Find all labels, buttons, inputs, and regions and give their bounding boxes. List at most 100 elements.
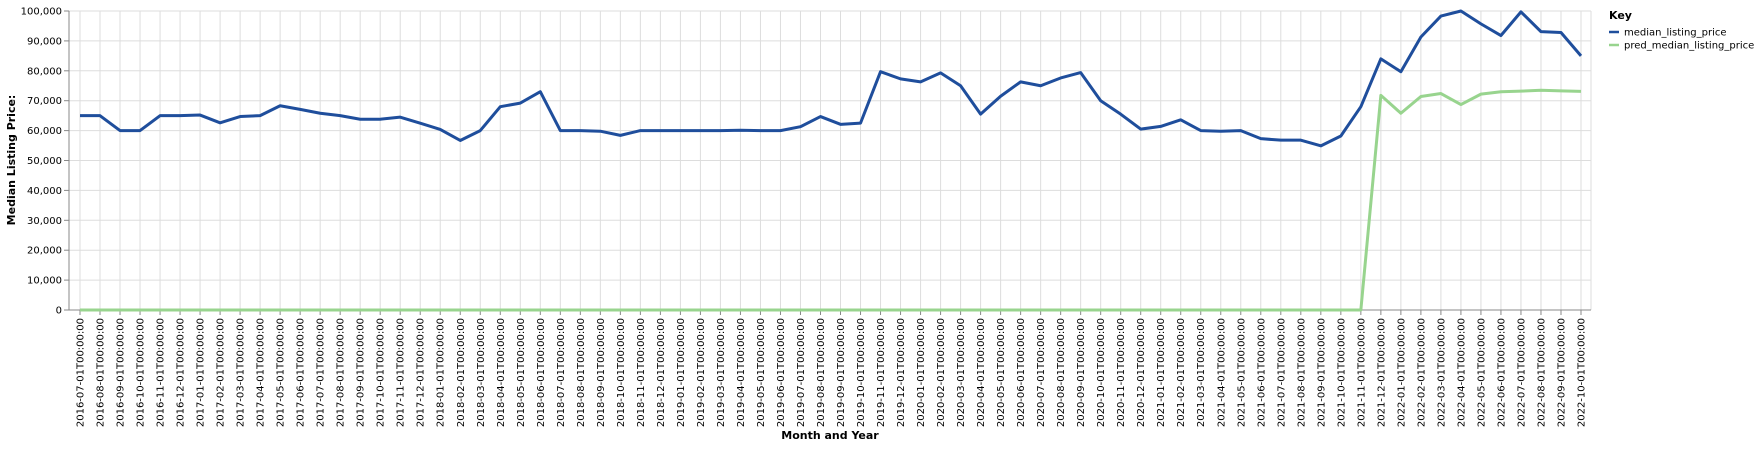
x-tick-label: 2016-09-01T00:00:00 <box>116 318 127 427</box>
y-axis-title: Median Listing Price: <box>5 95 18 226</box>
y-tick-label: 20,000 <box>27 246 62 257</box>
x-tick-label: 2017-04-01T00:00:00 <box>256 318 267 427</box>
x-tick-label: 2020-10-01T00:00:00 <box>1096 318 1107 427</box>
x-tick-label: 2018-07-01T00:00:00 <box>556 318 567 427</box>
x-tick-label: 2020-05-01T00:00:00 <box>996 318 1007 427</box>
x-tick-label: 2019-10-01T00:00:00 <box>856 318 867 427</box>
x-tick-label: 2018-12-01T00:00:00 <box>656 318 667 427</box>
x-tick-label: 2022-03-01T00:00:00 <box>1436 318 1447 427</box>
axes: 0 10,000 20,000 30,000 40,000 50,000 60,000 70,… <box>21 7 1591 427</box>
y-tick-label: 0 <box>56 306 62 317</box>
legend-items: median_listing_price pred_median_listing_… <box>1609 28 1754 52</box>
series-lines <box>80 9 1583 312</box>
y-tick-label: 50,000 <box>27 156 62 167</box>
x-tick-label: 2017-03-01T00:00:00 <box>236 318 247 427</box>
gridlines <box>69 10 1592 311</box>
x-tick-label: 2020-06-01T00:00:00 <box>1016 318 1027 427</box>
y-tick-label: 70,000 <box>27 96 62 107</box>
x-tick-label: 2016-07-01T00:00:00 <box>76 318 87 427</box>
series-line-median_listing_price <box>80 9 1583 148</box>
x-tick-label: 2022-10-01T00:00:00 <box>1577 318 1588 427</box>
x-tick-label: 2022-08-01T00:00:00 <box>1536 318 1547 427</box>
x-tick-label: 2018-08-01T00:00:00 <box>576 318 587 427</box>
x-tick-label: 2019-12-01T00:00:00 <box>896 318 907 427</box>
x-tick-label: 2018-10-01T00:00:00 <box>616 318 627 427</box>
x-tick-label: 2020-07-01T00:00:00 <box>1036 318 1047 427</box>
x-tick-label: 2018-03-01T00:00:00 <box>476 318 487 427</box>
x-tick-label: 2019-07-01T00:00:00 <box>796 318 807 427</box>
x-tick-label: 2022-09-01T00:00:00 <box>1556 318 1567 427</box>
x-tick-label: 2021-07-01T00:00:00 <box>1276 318 1287 427</box>
x-tick-label: 2021-03-01T00:00:00 <box>1196 318 1207 427</box>
x-tick-label: 2020-01-01T00:00:00 <box>916 318 927 427</box>
y-tick-label: 40,000 <box>27 186 62 197</box>
y-tick-label: 80,000 <box>27 66 62 77</box>
y-tick-label: 90,000 <box>27 36 62 47</box>
x-tick-label: 2020-04-01T00:00:00 <box>976 318 987 427</box>
x-tick-label: 2020-12-01T00:00:00 <box>1136 318 1147 427</box>
x-tick-label: 2018-05-01T00:00:00 <box>516 318 527 427</box>
x-tick-label: 2022-05-01T00:00:00 <box>1476 318 1487 427</box>
x-tick-label: 2018-01-01T00:00:00 <box>436 318 447 427</box>
x-tick-label: 2019-01-01T00:00:00 <box>676 318 687 427</box>
x-tick-label: 2021-02-01T00:00:00 <box>1176 318 1187 427</box>
x-tick-label: 2019-05-01T00:00:00 <box>756 318 767 427</box>
legend-label: median_listing_price <box>1624 28 1727 39</box>
legend-title: Key <box>1609 9 1632 22</box>
x-tick-label: 2021-11-01T00:00:00 <box>1356 318 1367 427</box>
legend-label: pred_median_listing_price <box>1624 41 1754 52</box>
x-tick-label: 2021-01-01T00:00:00 <box>1156 318 1167 427</box>
x-tick-label: 2021-09-01T00:00:00 <box>1316 318 1327 427</box>
x-tick-label: 2019-02-01T00:00:00 <box>696 318 707 427</box>
x-tick-label: 2017-11-01T00:00:00 <box>396 318 407 427</box>
y-tick-label: 60,000 <box>27 126 62 137</box>
x-tick-label: 2020-11-01T00:00:00 <box>1116 318 1127 427</box>
x-tick-label: 2019-09-01T00:00:00 <box>836 318 847 427</box>
x-tick-label: 2020-09-01T00:00:00 <box>1076 318 1087 427</box>
x-tick-label: 2018-04-01T00:00:00 <box>496 318 507 427</box>
series-line-pred_median_listing_price <box>80 88 1582 312</box>
x-tick-label: 2022-06-01T00:00:00 <box>1496 318 1507 427</box>
x-tick-label: 2017-12-01T00:00:00 <box>416 318 427 427</box>
x-tick-label: 2017-09-01T00:00:00 <box>356 318 367 427</box>
x-tick-label: 2021-04-01T00:00:00 <box>1216 318 1227 427</box>
x-tick-label: 2018-09-01T00:00:00 <box>596 318 607 427</box>
x-tick-label: 2021-10-01T00:00:00 <box>1336 318 1347 427</box>
x-axis-title: Month and Year <box>781 429 879 442</box>
y-tick-label: 10,000 <box>27 276 62 287</box>
x-tick-label: 2016-11-01T00:00:00 <box>156 318 167 427</box>
x-tick-label: 2020-02-01T00:00:00 <box>936 318 947 427</box>
x-tick-label: 2020-03-01T00:00:00 <box>956 318 967 427</box>
x-tick-label: 2021-08-01T00:00:00 <box>1296 318 1307 427</box>
x-tick-label: 2022-01-01T00:00:00 <box>1396 318 1407 427</box>
x-tick-label: 2021-05-01T00:00:00 <box>1236 318 1247 427</box>
x-tick-label: 2018-02-01T00:00:00 <box>456 318 467 427</box>
x-tick-label: 2018-06-01T00:00:00 <box>536 318 547 427</box>
x-tick-label: 2019-06-01T00:00:00 <box>776 318 787 427</box>
x-tick-label: 2016-12-01T00:00:00 <box>176 318 187 427</box>
x-tick-label: 2019-11-01T00:00:00 <box>876 318 887 427</box>
y-tick-label: 30,000 <box>27 216 62 227</box>
legend: Key median_listing_price pred_median_list… <box>1609 9 1754 52</box>
x-tick-label: 2022-04-01T00:00:00 <box>1456 318 1467 427</box>
x-tick-label: 2019-08-01T00:00:00 <box>816 318 827 427</box>
x-tick-label: 2017-02-01T00:00:00 <box>216 318 227 427</box>
x-tick-label: 2017-01-01T00:00:00 <box>196 318 207 427</box>
x-tick-label: 2019-04-01T00:00:00 <box>736 318 747 427</box>
x-tick-label: 2018-11-01T00:00:00 <box>636 318 647 427</box>
x-tick-label: 2022-02-01T00:00:00 <box>1416 318 1427 427</box>
x-tick-label: 2022-07-01T00:00:00 <box>1516 318 1527 427</box>
x-tick-label: 2016-08-01T00:00:00 <box>96 318 107 427</box>
x-tick-label: 2020-08-01T00:00:00 <box>1056 318 1067 427</box>
x-tick-label: 2019-03-01T00:00:00 <box>716 318 727 427</box>
x-tick-label: 2017-07-01T00:00:00 <box>316 318 327 427</box>
x-tick-label: 2017-06-01T00:00:00 <box>296 318 307 427</box>
x-tick-label: 2021-12-01T00:00:00 <box>1376 318 1387 427</box>
x-tick-label: 2017-08-01T00:00:00 <box>336 318 347 427</box>
x-tick-label: 2017-10-01T00:00:00 <box>376 318 387 427</box>
x-tick-label: 2021-06-01T00:00:00 <box>1256 318 1267 427</box>
y-tick-label: 100,000 <box>21 7 62 18</box>
x-tick-label: 2016-10-01T00:00:00 <box>136 318 147 427</box>
